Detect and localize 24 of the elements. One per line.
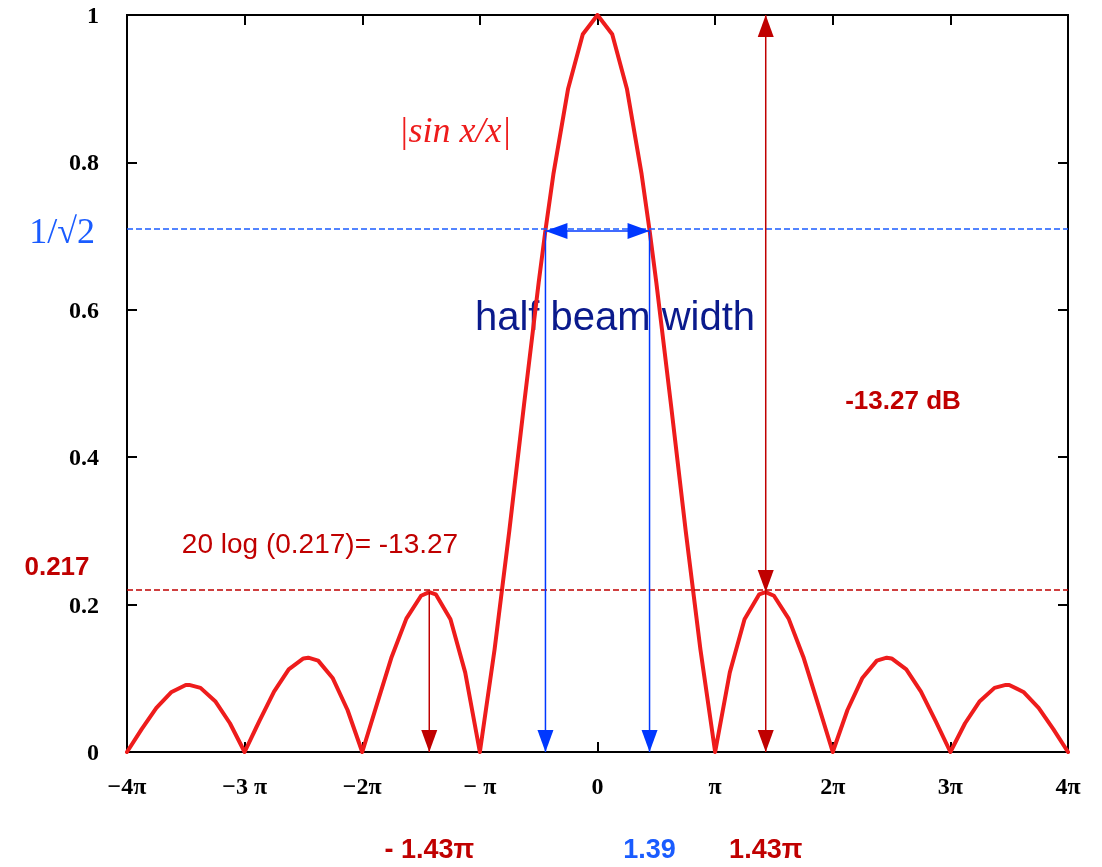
x-tick-label: π — [708, 773, 722, 799]
y-tick-label: 0.2 — [69, 591, 99, 618]
x-tick-label: 4π — [1055, 773, 1081, 799]
annotation: 20 log (0.217)= -13.27 — [181, 527, 459, 559]
y-tick-label: 0 — [87, 739, 99, 765]
annotation: |sin x/x| — [398, 110, 512, 150]
text: 1.39 — [623, 834, 676, 864]
text: - 1.43π — [384, 834, 475, 864]
x-tick-label: 0 — [591, 773, 604, 799]
ref-line-label: 1/√2 — [29, 210, 95, 251]
text: 1.43π — [729, 834, 803, 864]
y-tick-label: 0.4 — [69, 444, 99, 471]
x-tick-label: −2π — [342, 773, 382, 799]
y-tick-label: 0.8 — [69, 149, 99, 176]
x-tick-label: 3π — [937, 773, 963, 799]
x-tick-label: − π — [463, 773, 497, 799]
y-tick-label: 1 — [87, 2, 99, 28]
ref-line-label: 0.217 — [24, 551, 90, 582]
annotation: -13.27 dB — [845, 385, 961, 415]
x-tick-label: −4π — [107, 773, 147, 799]
y-tick-label: 0.6 — [69, 296, 99, 323]
x-tick-label: 2π — [820, 773, 846, 799]
x-tick-label: −3 π — [222, 773, 268, 799]
line-series — [125, 13, 1070, 754]
